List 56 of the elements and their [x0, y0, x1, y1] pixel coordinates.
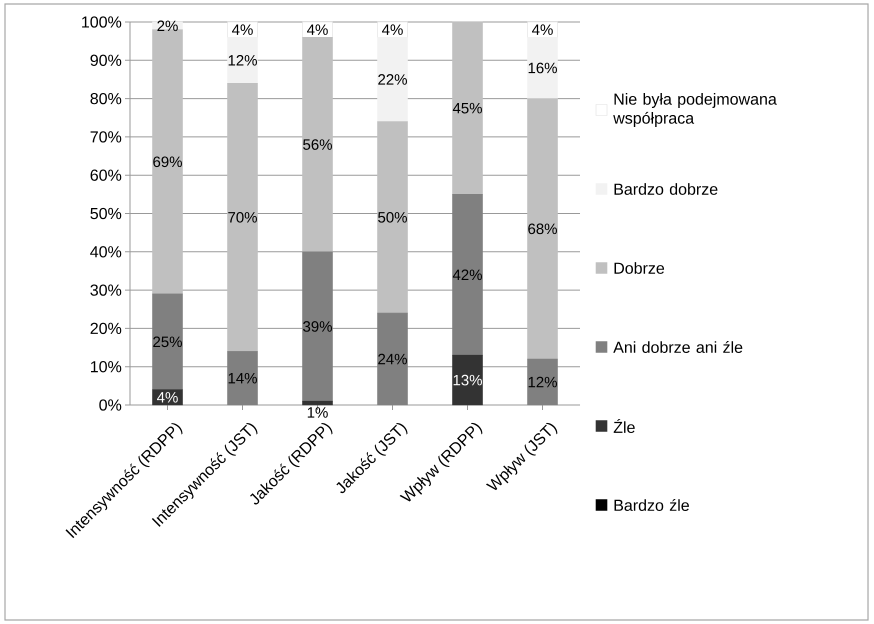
y-tick-label: 0%: [99, 399, 122, 411]
data-label: 4%: [157, 392, 178, 403]
bar: [227, 82, 258, 352]
bar: [452, 22, 483, 195]
bar: [452, 194, 483, 356]
data-label: 25%: [153, 336, 182, 348]
data-label: 4%: [382, 24, 403, 35]
data-label: 4%: [232, 24, 253, 35]
y-tick-label: 40%: [90, 246, 122, 258]
data-label: 12%: [528, 376, 557, 388]
y-tick-label: 30%: [90, 284, 122, 296]
y-tick-label: 50%: [90, 208, 122, 220]
data-label: 24%: [378, 354, 407, 364]
data-label: 22%: [378, 74, 407, 85]
bar: [377, 37, 408, 122]
bar: [527, 37, 558, 99]
bar: [302, 400, 333, 406]
data-label: 1%: [308, 407, 328, 418]
legend-label: Źle: [614, 418, 635, 434]
data-label: 56%: [303, 139, 332, 150]
data-label: 42%: [452, 269, 482, 280]
bar: [302, 252, 333, 402]
y-tick-label: 60%: [90, 170, 122, 181]
data-label: 70%: [228, 212, 257, 223]
y-tick-label: 70%: [90, 131, 122, 143]
y-tick-label: 100%: [82, 16, 122, 28]
y-tick-label: 80%: [90, 92, 122, 104]
legend-label: Dobrze: [614, 262, 664, 274]
data-label: 2%: [157, 20, 178, 32]
y-tick-label: 90%: [90, 54, 122, 66]
data-label: 50%: [378, 212, 407, 223]
data-label: 16%: [528, 62, 557, 74]
data-label: 4%: [532, 24, 553, 35]
data-label: 12%: [228, 55, 257, 66]
legend-label: Bardzo dobrze: [614, 183, 718, 195]
bar: [152, 294, 183, 390]
bar: [377, 121, 408, 314]
data-label: 14%: [228, 372, 257, 384]
bar: [452, 354, 483, 406]
data-label: 45%: [452, 102, 482, 114]
data-label: 13%: [454, 374, 482, 386]
y-tick-label: 10%: [91, 361, 122, 372]
bar: [377, 312, 408, 406]
legend-label: Ani dobrze ani źle: [613, 341, 742, 353]
bar: [527, 98, 558, 360]
data-label: 39%: [303, 321, 332, 332]
data-label: 68%: [528, 224, 557, 234]
legend-label: Bardzo źle: [614, 499, 689, 511]
legend-label: Nie była podejmowana współpraca: [613, 93, 777, 127]
data-label: 4%: [307, 24, 328, 35]
data-label: 69%: [153, 156, 182, 168]
bar: [527, 358, 558, 406]
y-tick-label: 20%: [90, 322, 122, 334]
bar: [227, 37, 258, 84]
bar: [302, 37, 333, 252]
bar: [227, 351, 258, 406]
